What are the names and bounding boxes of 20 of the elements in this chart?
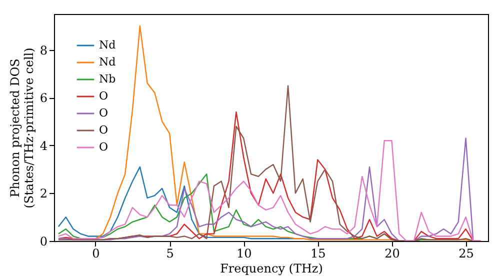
y-tick-label: 6 xyxy=(40,91,48,106)
legend-label: O xyxy=(99,140,108,154)
y-axis-title: Phonon projected DOS (States/THz·primitive cell) xyxy=(8,48,36,208)
x-tick-label: 0 xyxy=(92,246,100,260)
legend-label: Nd xyxy=(99,56,116,68)
x-tick-label: 25 xyxy=(458,246,474,260)
x-tick-label: 10 xyxy=(236,246,252,260)
y-tick-label: 8 xyxy=(40,43,48,58)
legend-label: O xyxy=(99,124,108,136)
y-tick-label: 4 xyxy=(40,138,48,153)
legend-label: O xyxy=(99,106,108,120)
x-tick-label: 5 xyxy=(166,246,174,260)
x-axis-title: Frequency (THz) xyxy=(220,262,323,276)
legend-label: Nb xyxy=(99,72,116,86)
x-tick-label: 20 xyxy=(384,246,400,260)
x-tick-label: 15 xyxy=(310,246,326,260)
y-tick-label: 0 xyxy=(40,234,48,248)
legend-label: Nd xyxy=(99,38,116,52)
legend-label: O xyxy=(99,90,108,102)
y-tick-label: 2 xyxy=(40,186,48,201)
